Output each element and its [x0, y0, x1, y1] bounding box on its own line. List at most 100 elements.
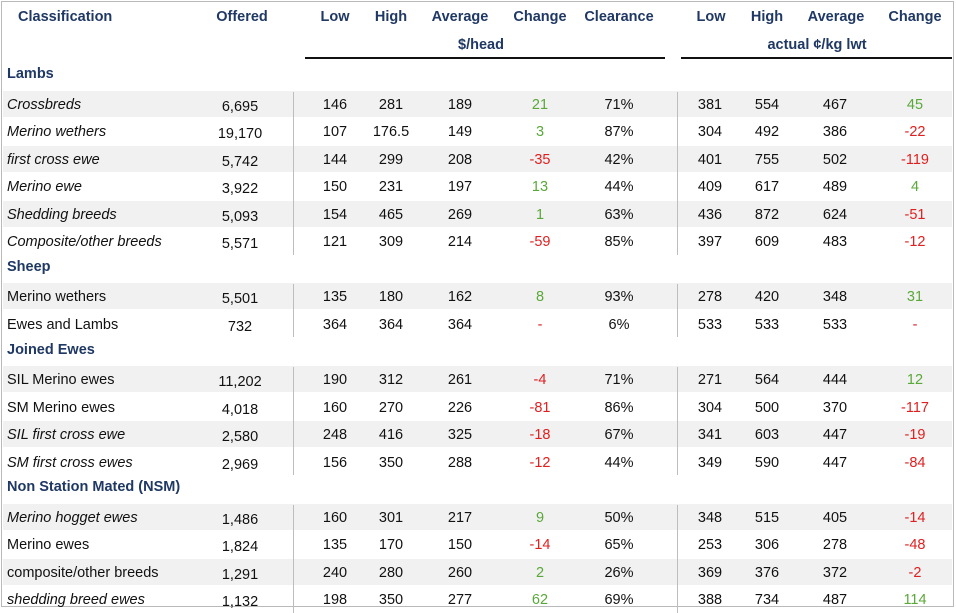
cell-low: 150 [322, 179, 348, 196]
cell-low-kg: 271 [697, 372, 723, 389]
cell-change-kg: 12 [906, 372, 924, 389]
cell-average: 149 [447, 124, 473, 141]
cell-high-kg: 564 [754, 372, 780, 389]
header-clearance: Clearance [584, 9, 654, 25]
row-label: Shedding breeds [7, 206, 117, 223]
header-high: High [374, 9, 408, 25]
cell-clearance: 65% [604, 537, 634, 554]
cell-low-kg: 533 [697, 316, 723, 333]
cell-clearance: 69% [604, 592, 634, 609]
row-label: SIL Merino ewes [7, 372, 115, 389]
cell-offered: 3,922 [221, 181, 259, 198]
cell-low-kg: 278 [697, 289, 723, 306]
cell-average-kg: 447 [822, 427, 848, 444]
cell-offered: 4,018 [221, 401, 259, 418]
cell-change: -59 [529, 234, 551, 251]
unit-per-head: $/head [458, 37, 504, 53]
cell-low: 121 [322, 234, 348, 251]
row-label: Crossbreds [7, 96, 82, 113]
cell-change: 8 [535, 289, 545, 306]
section-title: Sheep [7, 258, 51, 275]
column-separator [293, 504, 294, 613]
header-rule-kg [681, 57, 952, 59]
cell-average-kg: 386 [822, 124, 848, 141]
cell-high: 416 [378, 427, 404, 444]
cell-change-kg: -2 [908, 564, 922, 581]
cell-low-kg: 304 [697, 124, 723, 141]
column-separator [293, 91, 294, 255]
header-offered: Offered [216, 9, 268, 25]
cell-high-kg: 617 [754, 179, 780, 196]
header-change-kg: Change [888, 9, 942, 25]
cell-change-kg: 4 [910, 179, 920, 196]
row-band [3, 145, 952, 172]
row-label: Merino ewes [7, 537, 90, 554]
cell-change-kg: -84 [904, 454, 926, 471]
cell-change-kg: -117 [901, 399, 929, 416]
cell-change-kg: 45 [906, 96, 924, 113]
cell-average-kg: 467 [822, 96, 848, 113]
header-average-kg: Average [807, 9, 865, 25]
cell-average: 208 [447, 151, 473, 168]
cell-change-kg: 31 [906, 289, 924, 306]
row-label: SM Merino ewes [7, 399, 115, 416]
cell-low: 364 [322, 316, 348, 333]
cell-average: 261 [447, 372, 473, 389]
cell-average: 226 [447, 399, 473, 416]
cell-high-kg: 492 [754, 124, 780, 141]
row-label: composite/other breeds [7, 564, 159, 581]
column-separator [293, 284, 294, 338]
cell-high-kg: 872 [754, 206, 780, 223]
row-label: Merino wethers [7, 124, 107, 141]
cell-offered: 5,571 [221, 236, 259, 253]
row-label: SM first cross ewes [7, 454, 133, 471]
cell-high-kg: 603 [754, 427, 780, 444]
cell-high-kg: 376 [754, 564, 780, 581]
cell-high-kg: 554 [754, 96, 780, 113]
cell-average-kg: 483 [822, 234, 848, 251]
column-separator [677, 91, 678, 255]
cell-clearance: 71% [604, 372, 634, 389]
cell-average-kg: 278 [822, 537, 848, 554]
cell-clearance: 44% [604, 454, 634, 471]
cell-low-kg: 388 [697, 592, 723, 609]
row-band [3, 421, 952, 448]
cell-high: 170 [378, 537, 404, 554]
cell-change: - [537, 316, 543, 333]
cell-average: 197 [447, 179, 473, 196]
cell-high-kg: 515 [754, 509, 780, 526]
cell-change: -35 [529, 151, 551, 168]
cell-average-kg: 487 [822, 592, 848, 609]
cell-low: 248 [322, 427, 348, 444]
cell-low: 107 [322, 124, 348, 141]
cell-average: 150 [447, 537, 473, 554]
cell-offered: 5,742 [221, 153, 259, 170]
cell-clearance: 71% [604, 96, 634, 113]
cell-change: 62 [531, 592, 549, 609]
cell-low-kg: 304 [697, 399, 723, 416]
cell-clearance: 50% [604, 509, 634, 526]
cell-clearance: 85% [604, 234, 634, 251]
cell-low: 146 [322, 96, 348, 113]
row-band [3, 366, 952, 393]
header-rule-head [305, 57, 665, 59]
cell-high: 231 [378, 179, 404, 196]
cell-offered: 1,486 [221, 511, 259, 528]
cell-low-kg: 381 [697, 96, 723, 113]
cell-change-kg: - [912, 316, 918, 333]
cell-clearance: 26% [604, 564, 634, 581]
column-separator [677, 367, 678, 476]
cell-clearance: 86% [604, 399, 634, 416]
row-band [3, 558, 952, 585]
cell-clearance: 6% [608, 316, 630, 333]
cell-offered: 2,969 [221, 456, 259, 473]
cell-change: 2 [535, 564, 545, 581]
cell-clearance: 42% [604, 151, 634, 168]
row-band [3, 90, 952, 117]
cell-low: 198 [322, 592, 348, 609]
cell-change-kg: -51 [904, 206, 926, 223]
cell-average: 364 [447, 316, 473, 333]
cell-high: 350 [378, 454, 404, 471]
row-band [3, 200, 952, 227]
cell-high-kg: 533 [754, 316, 780, 333]
